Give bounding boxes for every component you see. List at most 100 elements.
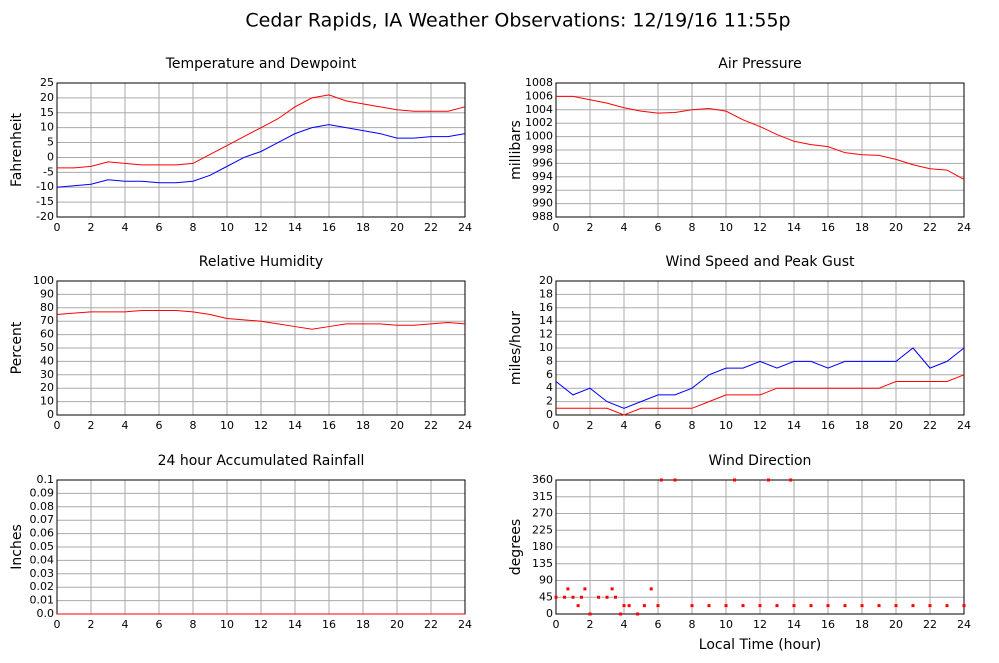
y-tick-label: 100 xyxy=(33,274,54,287)
series-line xyxy=(555,347,965,409)
x-tick-label: 10 xyxy=(719,221,733,234)
y-tick-label: 5 xyxy=(47,136,54,149)
point xyxy=(563,595,566,599)
point xyxy=(758,604,762,608)
y-tick-label: 998 xyxy=(532,143,553,156)
x-tick-label: 24 xyxy=(458,419,472,432)
point xyxy=(733,478,736,482)
series-line xyxy=(56,124,466,188)
y-tick-label: 270 xyxy=(532,507,553,520)
chart-title: Wind Direction xyxy=(709,453,812,469)
y-tick-label: 20 xyxy=(539,274,553,287)
x-tick-label: 0 xyxy=(553,618,560,631)
y-tick-label: 135 xyxy=(532,557,553,570)
y-tick-label: 0.08 xyxy=(30,500,55,513)
point xyxy=(627,604,631,608)
y-tick-label: 30 xyxy=(40,368,54,381)
y-tick-label: 1006 xyxy=(525,89,553,102)
y-axis-label: Inches xyxy=(9,524,25,569)
point xyxy=(636,612,640,616)
x-tick-label: 12 xyxy=(753,618,767,631)
point xyxy=(554,595,558,599)
y-tick-label: 315 xyxy=(532,490,553,503)
x-tick-label: 2 xyxy=(88,618,95,631)
x-tick-label: 0 xyxy=(553,419,560,432)
x-tick-label: 14 xyxy=(787,618,801,631)
point xyxy=(789,478,793,482)
x-tick-label: 2 xyxy=(587,618,594,631)
x-tick-label: 8 xyxy=(689,221,696,234)
plot-frame xyxy=(56,82,466,218)
point xyxy=(767,478,770,482)
x-tick-label: 0 xyxy=(54,419,61,432)
y-tick-label: 0.07 xyxy=(30,513,55,526)
y-tick-label: 988 xyxy=(532,210,553,223)
x-tick-label: 24 xyxy=(458,618,472,631)
x-tick-label: 10 xyxy=(220,221,234,234)
y-tick-label: 1002 xyxy=(525,116,553,129)
y-tick-label: 6 xyxy=(546,368,553,381)
y-tick-label: 80 xyxy=(40,301,54,314)
x-tick-label: 4 xyxy=(621,221,628,234)
y-tick-label: 0.04 xyxy=(30,553,55,566)
point xyxy=(673,478,677,482)
y-tick-label: 8 xyxy=(546,354,553,367)
plot-frame xyxy=(555,82,965,218)
x-tick-label: 20 xyxy=(889,419,903,432)
x-tick-label: 12 xyxy=(753,221,767,234)
x-tick-label: 6 xyxy=(655,419,662,432)
chart-title: 24 hour Accumulated Rainfall xyxy=(158,453,365,469)
x-tick-label: 20 xyxy=(390,618,404,631)
x-tick-label: 22 xyxy=(424,221,438,234)
x-tick-label: 22 xyxy=(424,419,438,432)
y-tick-label: 994 xyxy=(532,170,553,183)
point xyxy=(826,604,830,608)
chart-title: Relative Humidity xyxy=(199,254,323,270)
chart-title: Wind Speed and Peak Gust xyxy=(666,254,855,270)
x-tick-label: 12 xyxy=(254,221,268,234)
point xyxy=(659,478,663,482)
x-tick-label: 16 xyxy=(322,419,336,432)
point xyxy=(576,604,580,608)
y-tick-label: 0.1 xyxy=(37,473,55,486)
x-tick-label: 4 xyxy=(621,618,628,631)
x-tick-label: 20 xyxy=(889,221,903,234)
y-tick-label: 50 xyxy=(40,341,54,354)
series-line xyxy=(56,309,466,330)
y-tick-label: 0.0 xyxy=(37,607,55,620)
x-tick-label: 14 xyxy=(288,419,302,432)
x-tick-label: 6 xyxy=(156,618,163,631)
point xyxy=(610,587,614,591)
y-axis-label: Percent xyxy=(9,321,25,374)
x-tick-label: 0 xyxy=(54,618,61,631)
x-tick-label: 16 xyxy=(821,618,835,631)
x-tick-label: 4 xyxy=(621,419,628,432)
point xyxy=(962,604,966,608)
x-tick-label: 22 xyxy=(424,618,438,631)
y-tick-label: 360 xyxy=(532,473,553,486)
x-tick-label: 16 xyxy=(821,419,835,432)
point xyxy=(656,604,660,608)
point xyxy=(843,604,847,608)
point xyxy=(583,587,587,591)
y-tick-label: 996 xyxy=(532,156,553,169)
y-tick-label: 0.02 xyxy=(30,580,55,593)
x-tick-label: 18 xyxy=(855,221,869,234)
page-title: Cedar Rapids, IA Weather Observations: 1… xyxy=(245,10,790,32)
x-tick-label: 6 xyxy=(156,221,163,234)
x-tick-label: 24 xyxy=(957,221,971,234)
y-tick-label: 0.05 xyxy=(30,540,55,553)
x-tick-label: 2 xyxy=(587,221,594,234)
x-tick-label: 2 xyxy=(88,419,95,432)
x-tick-label: 10 xyxy=(220,618,234,631)
point xyxy=(741,604,745,608)
y-axis-label: degrees xyxy=(508,519,524,575)
y-tick-label: 2 xyxy=(546,395,553,408)
y-tick-label: 40 xyxy=(40,354,54,367)
x-tick-label: 10 xyxy=(220,419,234,432)
x-tick-label: 16 xyxy=(322,618,336,631)
x-tick-label: 16 xyxy=(322,221,336,234)
point xyxy=(775,604,779,608)
x-tick-label: 4 xyxy=(122,419,129,432)
